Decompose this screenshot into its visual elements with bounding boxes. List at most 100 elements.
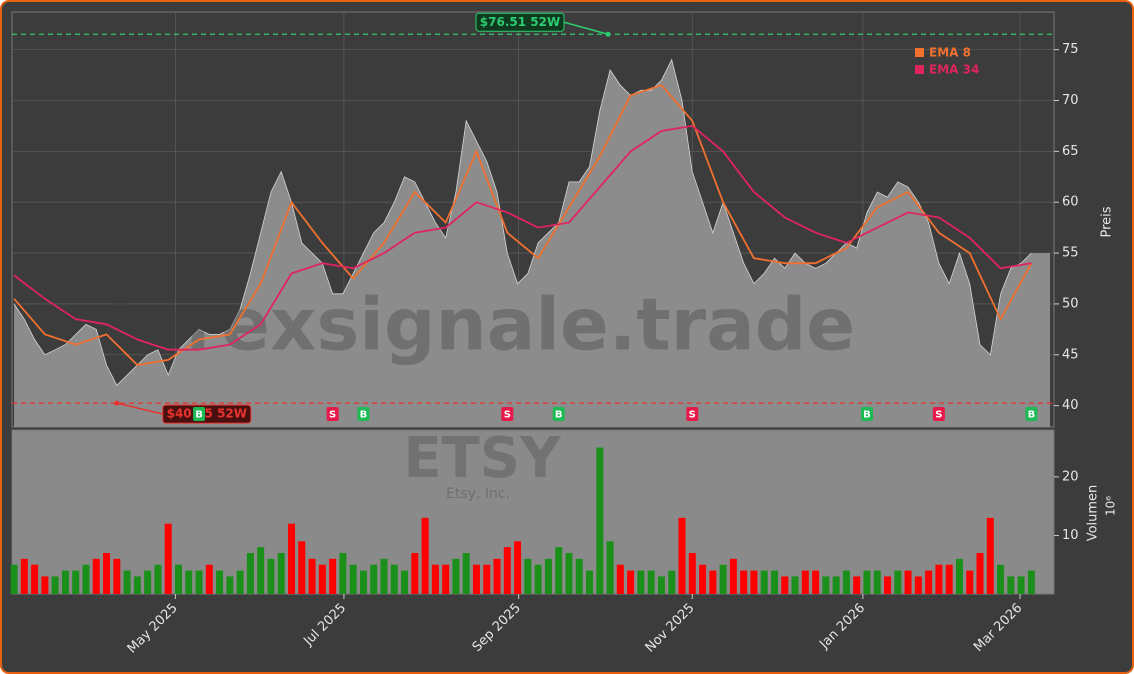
volume-bar: [781, 576, 789, 594]
volume-bar: [380, 558, 388, 594]
signal-label: B: [360, 410, 368, 421]
volume-bar: [770, 570, 778, 594]
volume-bar: [472, 564, 480, 594]
y-tick-label: 65: [1062, 144, 1079, 159]
volume-bar: [349, 564, 357, 594]
signal-marker: [932, 407, 945, 421]
volume-bar: [31, 564, 39, 594]
price-area: [14, 59, 1051, 428]
volume-bar: [1007, 576, 1015, 594]
legend-swatch: [915, 65, 924, 74]
volume-bar: [586, 570, 594, 594]
volume-bar: [627, 570, 635, 594]
volume-bar: [257, 547, 265, 594]
volume-bar: [935, 564, 943, 594]
volume-bar: [729, 558, 737, 594]
volume-bar: [884, 576, 892, 594]
volume-bar: [544, 558, 552, 594]
volume-bar: [688, 553, 696, 594]
volume-bar: [637, 570, 645, 594]
volume-bar: [514, 541, 522, 594]
volume-bar: [462, 553, 470, 594]
volume-bar: [955, 558, 963, 594]
volume-bar: [92, 558, 100, 594]
volume-bar: [925, 570, 933, 594]
volume-bar: [370, 564, 378, 594]
watermark-symbol: ETSY: [403, 426, 562, 491]
y-tick-label: 10: [1062, 528, 1079, 543]
volume-bar: [709, 570, 717, 594]
volume-bar: [401, 570, 409, 594]
signal-label: B: [1028, 410, 1036, 421]
volume-bar: [329, 558, 337, 594]
y-axis-label: Preis: [1100, 206, 1115, 237]
signal-label: B: [863, 410, 871, 421]
volume-bar: [164, 523, 172, 594]
volume-bar: [647, 570, 655, 594]
volume-bar: [801, 570, 809, 594]
volume-bar: [483, 564, 491, 594]
volume-bar: [318, 564, 326, 594]
volume-bar: [195, 570, 203, 594]
volume-bar: [832, 576, 840, 594]
volume-bar: [668, 570, 676, 594]
volume-bar: [308, 558, 316, 594]
level-point: [605, 31, 611, 37]
volume-bar: [298, 541, 306, 594]
volume-bar: [863, 570, 871, 594]
level-label-box: [475, 12, 565, 32]
signal-marker: [686, 407, 699, 421]
volume-bar: [596, 447, 604, 594]
watermark-company: Etsy, Inc.: [446, 486, 510, 502]
volume-bar: [524, 558, 532, 594]
volume-bar: [421, 517, 429, 594]
volume-bar: [976, 553, 984, 594]
volume-bar: [493, 558, 501, 594]
volume-bar: [226, 576, 234, 594]
level-arrow: [563, 21, 609, 35]
y-tick-label: 45: [1062, 347, 1079, 362]
volume-bar: [144, 570, 152, 594]
volume-bar: [61, 570, 69, 594]
volume-bar: [133, 576, 141, 594]
volume-bar: [873, 570, 881, 594]
volume-bar: [986, 517, 994, 594]
volume-bar: [236, 570, 244, 594]
volume-bar: [10, 564, 18, 594]
y-tick-label: 70: [1062, 93, 1079, 108]
volume-bar: [359, 570, 367, 594]
volume-bar: [103, 553, 111, 594]
volume-bar: [1017, 576, 1025, 594]
signal-marker: [357, 407, 370, 421]
volume-bar: [822, 576, 830, 594]
signal-label: S: [689, 410, 696, 421]
signal-marker: [193, 407, 206, 421]
volume-bar: [842, 570, 850, 594]
volume-bar: [997, 564, 1005, 594]
volume-bar: [534, 564, 542, 594]
volume-bar: [411, 553, 419, 594]
signal-marker: [326, 407, 339, 421]
volume-bar: [390, 564, 398, 594]
y-tick-label: 60: [1062, 195, 1079, 210]
y-tick-label: 75: [1062, 42, 1079, 57]
volume-bar: [699, 564, 707, 594]
volume-bar: [853, 576, 861, 594]
volume-bar: [678, 517, 686, 594]
volume-bar: [185, 570, 193, 594]
volume-bar: [174, 564, 182, 594]
volume-bar: [267, 558, 275, 594]
volume-bar: [246, 553, 254, 594]
signal-label: B: [555, 410, 563, 421]
volume-bar: [41, 576, 49, 594]
signal-marker: [552, 407, 565, 421]
volume-bar: [431, 564, 439, 594]
price-line: [13, 58, 1032, 386]
y-tick-label: 50: [1062, 296, 1079, 311]
signal-marker: [501, 407, 514, 421]
ema-line: [13, 124, 1032, 351]
volume-bar: [616, 564, 624, 594]
volume-bar: [1027, 570, 1035, 594]
y-tick-label: 55: [1062, 246, 1079, 261]
